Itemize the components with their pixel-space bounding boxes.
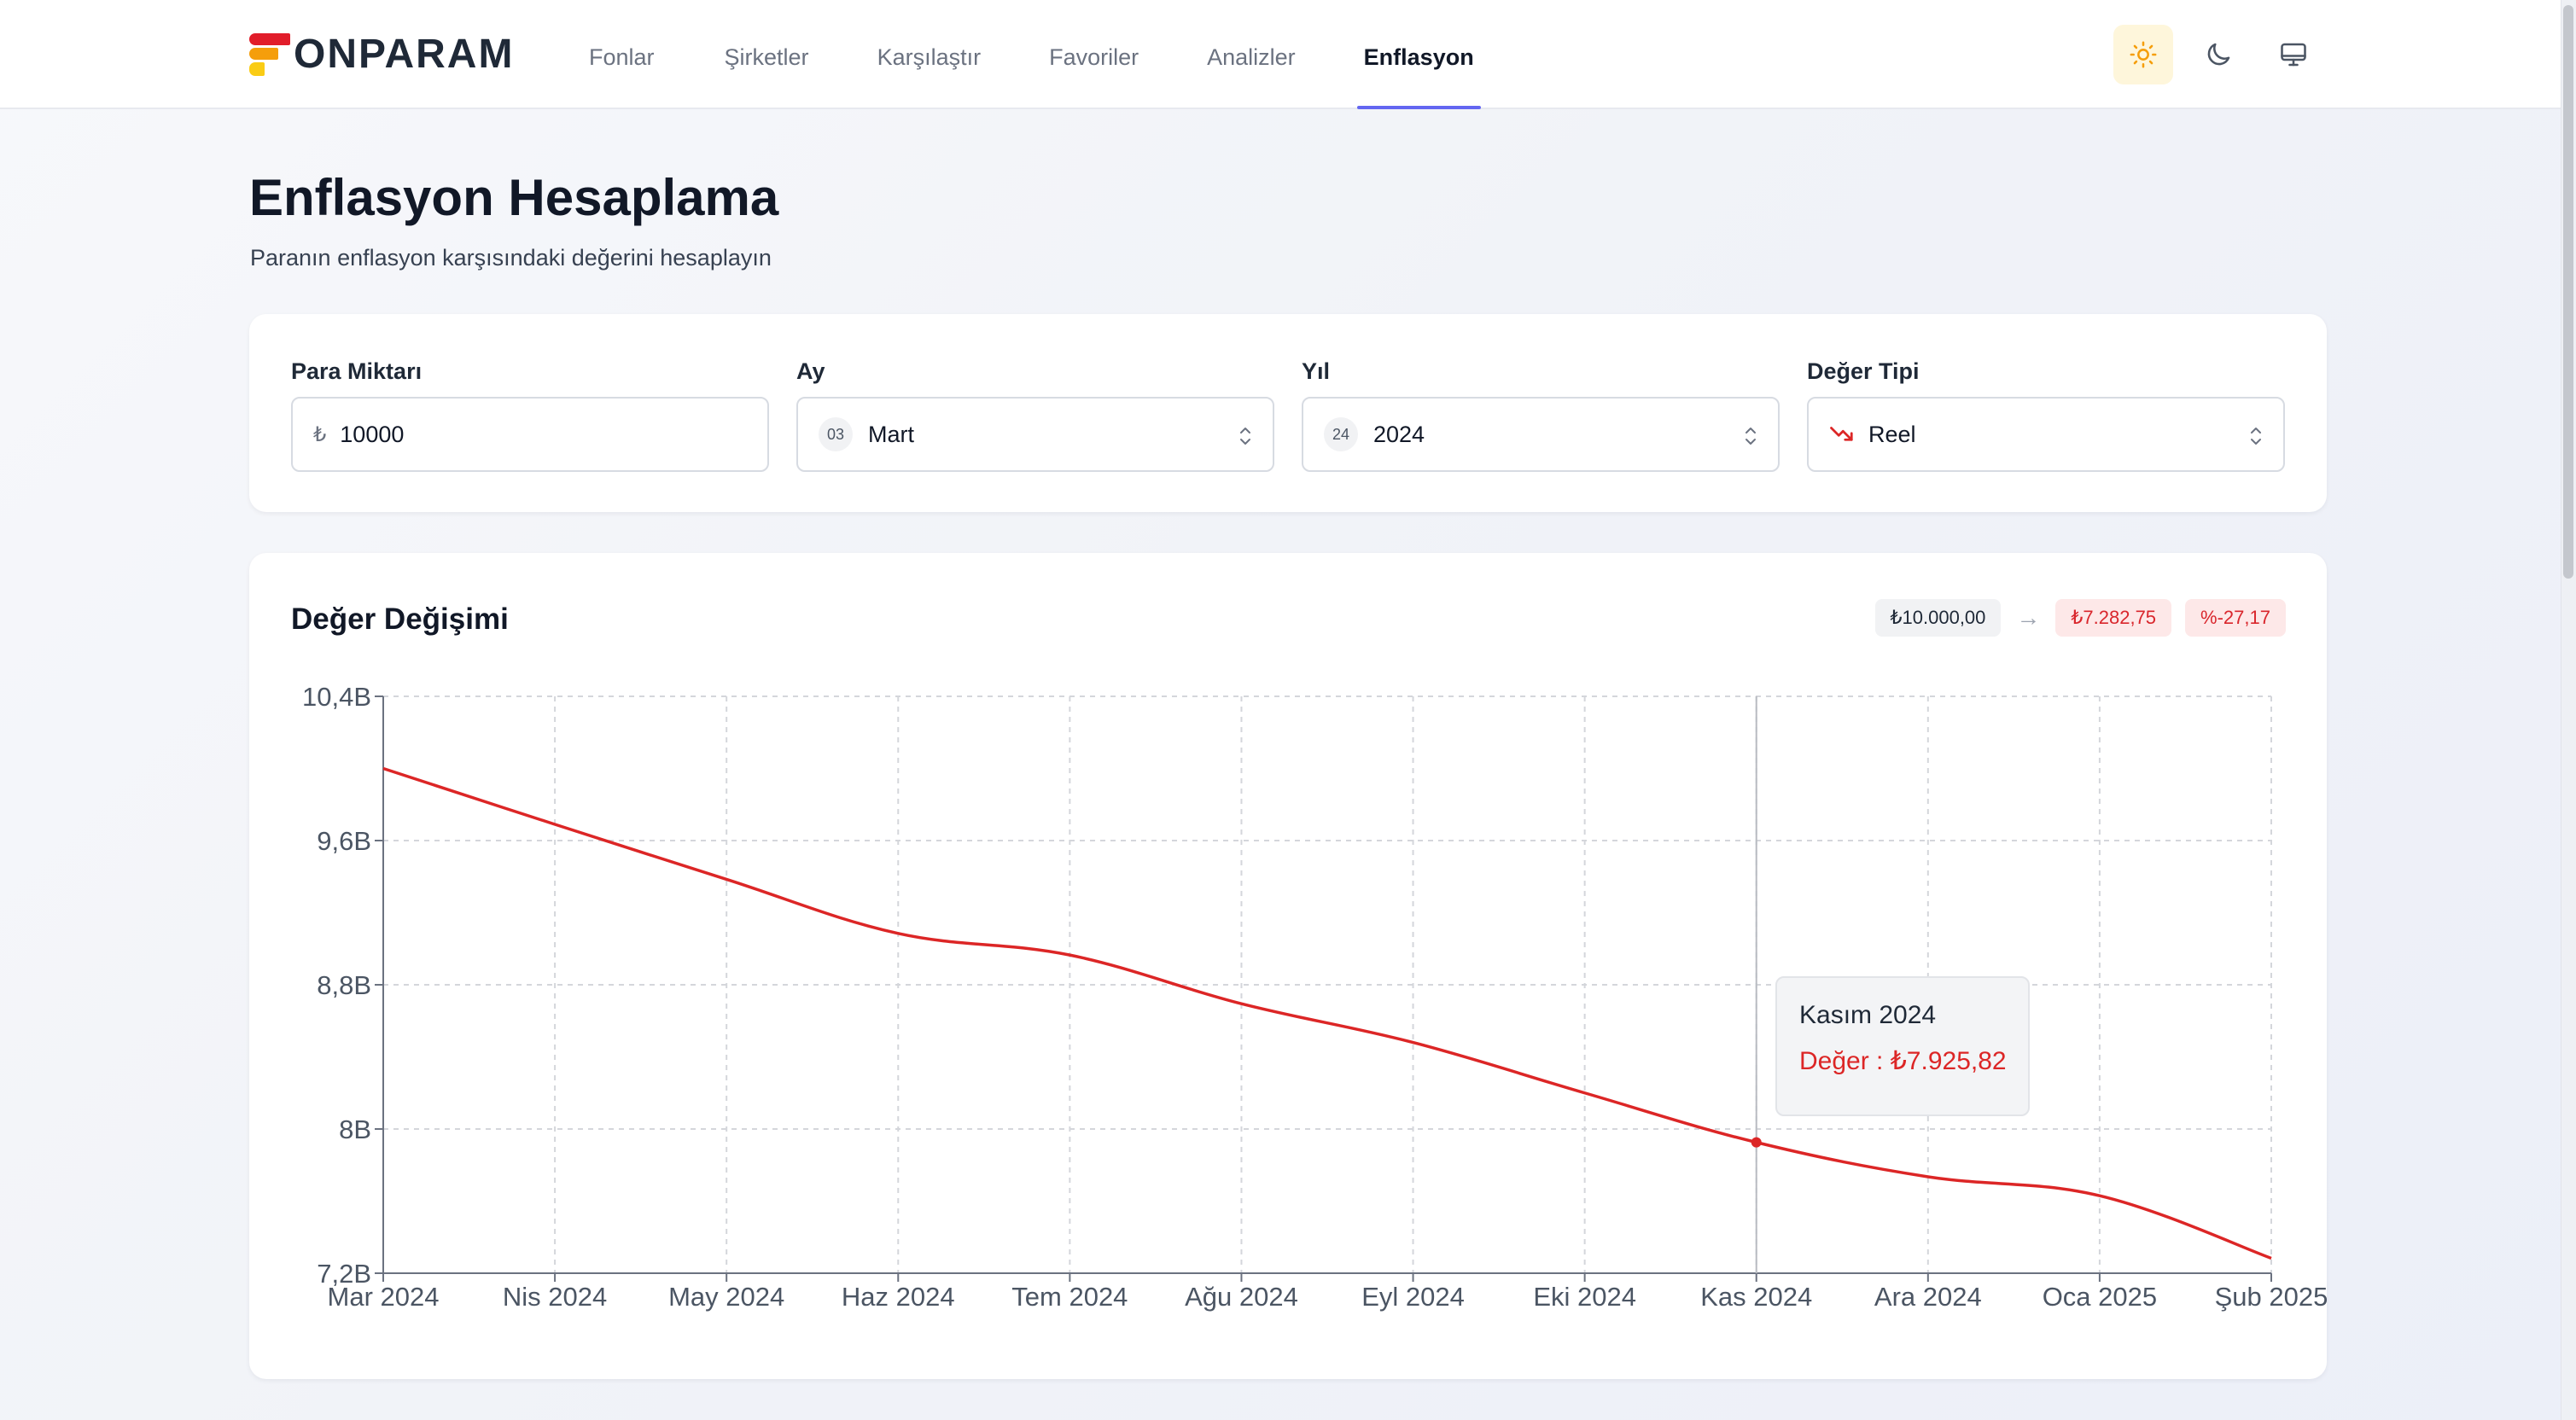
value-line-chart[interactable]: 7,2B 8B 8,8B 9,6B 10,4B Mar 2024 Nis 2024 May 2…: [249, 553, 2327, 1379]
year-value: 2024: [1373, 421, 1425, 447]
month-number-badge: 03: [819, 417, 853, 451]
x-tick-label: Tem 2024: [1011, 1282, 1128, 1312]
lira-prefix: ₺: [313, 422, 327, 446]
value-summary: ₺10.000,00 → ₺7.282,75 %-27,17: [1874, 599, 2286, 637]
y-tick-label: 8,8B: [317, 970, 371, 1000]
nav-item-karsilastir[interactable]: Karşılaştır: [877, 44, 982, 70]
scrollbar-thumb[interactable]: [2563, 5, 2573, 579]
x-tick-label: Kas 2024: [1700, 1282, 1812, 1312]
chevron-up-down-icon: [1240, 428, 1250, 445]
chart-title: Değer Değişimi: [291, 602, 509, 636]
value-type-label: Değer Tipi: [1807, 358, 1920, 384]
amount-label: Para Miktarı: [291, 358, 423, 384]
page-title: Enflasyon Hesaplama: [249, 169, 779, 226]
logo-mark-icon: [249, 33, 290, 76]
sun-icon: [2130, 41, 2157, 68]
page-subtitle: Paranın enflasyon karşısındaki değerini …: [250, 245, 772, 271]
end-value-chip: ₺7.282,75: [2055, 599, 2172, 637]
top-navbar: ONPARAM Fonlar Şirketler Karşılaştır Fav…: [0, 0, 2561, 109]
nav-item-sirketler[interactable]: Şirketler: [724, 44, 809, 70]
change-percent-chip: %-27,17: [2185, 599, 2286, 637]
nav-item-favoriler[interactable]: Favoriler: [1049, 44, 1139, 70]
value-change-chart-card: Değer Değişimi ₺10.000,00 → ₺7.282,75 %-…: [249, 553, 2327, 1379]
year-short-badge: 24: [1324, 417, 1358, 451]
year-label: Yıl: [1302, 358, 1331, 384]
light-theme-button[interactable]: [2113, 25, 2173, 84]
arrow-right-icon: →: [2016, 604, 2041, 631]
amount-input[interactable]: ₺ 10000: [291, 397, 769, 472]
x-tick-label: Eki 2024: [1533, 1282, 1636, 1312]
y-tick-label: 8B: [339, 1114, 371, 1144]
value-type-select[interactable]: Reel: [1807, 397, 2285, 472]
year-select[interactable]: 24 2024: [1302, 397, 1780, 472]
month-value: Mart: [868, 421, 914, 447]
x-tick-label: May 2024: [668, 1282, 784, 1312]
dark-theme-button[interactable]: [2188, 25, 2248, 84]
start-value-chip: ₺10.000,00: [1874, 599, 2002, 637]
system-theme-button[interactable]: [2264, 25, 2323, 84]
nav-item-analizler[interactable]: Analizler: [1207, 44, 1296, 70]
year-field: Yıl 24 2024: [1302, 357, 1780, 472]
nav-item-enflasyon[interactable]: Enflasyon: [1356, 0, 1481, 109]
brand-logo[interactable]: ONPARAM: [249, 32, 514, 77]
main-nav: Fonlar Şirketler Karşılaştır Favoriler A…: [589, 0, 1481, 109]
calculator-form-card: Para Miktarı ₺ 10000 Ay 03 Mart Yıl 24 2…: [249, 314, 2327, 512]
value-type-field: Değer Tipi Reel: [1807, 357, 2285, 472]
amount-field: Para Miktarı ₺ 10000: [291, 357, 769, 472]
active-data-point: [1751, 1137, 1762, 1148]
x-tick-label: Ağu 2024: [1185, 1282, 1298, 1312]
series-line: [382, 766, 2272, 1260]
month-field: Ay 03 Mart: [796, 357, 1274, 472]
moon-icon: [2207, 43, 2230, 66]
chevron-up-down-icon: [2251, 428, 2261, 445]
month-select[interactable]: 03 Mart: [796, 397, 1274, 472]
y-tick-label: 9,6B: [317, 826, 371, 856]
trend-down-icon: [1830, 427, 1853, 441]
page-scrollbar[interactable]: [2561, 0, 2576, 1420]
brand-name: ONPARAM: [294, 32, 515, 77]
x-tick-label: Ara 2024: [1874, 1282, 1982, 1312]
nav-item-fonlar[interactable]: Fonlar: [589, 44, 655, 70]
x-tick-label: Eyl 2024: [1361, 1282, 1465, 1312]
theme-switcher: [2113, 25, 2323, 84]
tooltip-value: Değer : ₺7.925,82: [1799, 1047, 2007, 1075]
y-tick-label: 7,2B: [317, 1259, 371, 1289]
x-tick-label: Mar 2024: [328, 1282, 440, 1312]
tooltip-label: Kasım 2024: [1799, 1001, 1937, 1029]
amount-value: 10000: [340, 421, 405, 447]
x-tick-label: Oca 2025: [2043, 1282, 2157, 1312]
x-tick-label: Haz 2024: [842, 1282, 955, 1312]
month-label: Ay: [796, 358, 825, 384]
monitor-icon: [2281, 43, 2306, 67]
chart-tooltip: Kasım 2024 Değer : ₺7.925,82: [1775, 976, 2030, 1116]
chevron-up-down-icon: [1746, 428, 1756, 445]
x-tick-label: Şub 2025: [2215, 1282, 2327, 1312]
value-type-value: Reel: [1868, 421, 1916, 447]
x-tick-label: Nis 2024: [503, 1282, 607, 1312]
y-tick-label: 10,4B: [302, 682, 371, 712]
